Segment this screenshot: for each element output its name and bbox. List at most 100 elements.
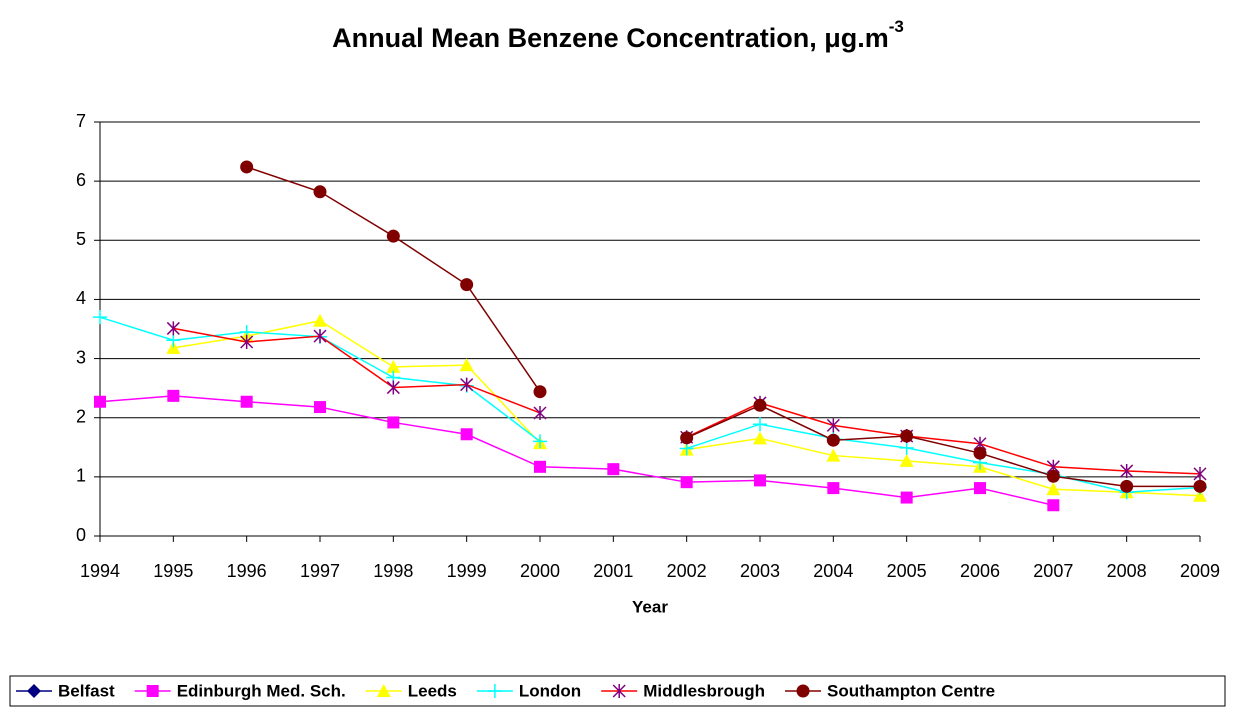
marker <box>533 405 547 420</box>
legend-label: Leeds <box>408 681 457 700</box>
y-tick-label: 0 <box>76 525 86 545</box>
x-tick-label: 2005 <box>887 561 927 581</box>
legend-item: Middlesbrough <box>601 681 765 700</box>
legend-item: Leeds <box>365 681 457 700</box>
legend-label: Edinburgh Med. Sch. <box>177 681 346 700</box>
marker <box>826 433 840 447</box>
marker <box>240 395 253 408</box>
marker <box>612 684 626 698</box>
marker <box>387 416 400 429</box>
marker <box>533 434 547 449</box>
marker <box>1047 499 1060 512</box>
marker <box>314 401 326 414</box>
marker <box>313 313 327 327</box>
marker <box>826 418 840 433</box>
marker <box>534 460 546 473</box>
y-tick-label: 3 <box>76 347 86 367</box>
x-tick-label: 1994 <box>80 561 120 581</box>
marker <box>974 482 986 495</box>
legend-item: London <box>476 681 581 700</box>
x-tick-label: 2007 <box>1033 561 1073 581</box>
marker <box>753 417 767 432</box>
series-line <box>246 166 1200 488</box>
marker <box>376 684 391 697</box>
marker <box>460 377 474 392</box>
marker <box>240 335 254 350</box>
series-line <box>173 327 1201 475</box>
marker <box>973 446 987 460</box>
marker <box>607 463 620 476</box>
y-tick-label: 6 <box>76 170 86 190</box>
marker <box>1193 479 1207 493</box>
chart-title-superscript: -3 <box>889 17 904 36</box>
marker <box>459 358 474 372</box>
x-tick-label: 2000 <box>520 561 560 581</box>
legend-item: Belfast <box>16 681 115 700</box>
marker <box>166 321 180 336</box>
legend-label: Middlesbrough <box>643 681 765 700</box>
marker <box>533 385 547 399</box>
legend-box <box>9 675 1226 707</box>
marker <box>754 474 766 487</box>
marker <box>313 185 327 199</box>
marker <box>94 395 106 408</box>
marker <box>166 333 181 348</box>
x-axis-label: Year <box>632 597 668 616</box>
marker <box>166 340 181 354</box>
x-tick-label: 1995 <box>153 561 193 581</box>
y-tick-label: 1 <box>76 466 86 486</box>
marker <box>753 431 767 445</box>
y-tick-label: 2 <box>76 406 86 426</box>
legend-label: Belfast <box>58 681 115 700</box>
chart-title-group: Annual Mean Benzene Concentration, μg.m-… <box>332 17 904 53</box>
x-tick-label: 1997 <box>300 561 340 581</box>
marker <box>1120 463 1134 478</box>
marker <box>1046 482 1061 496</box>
marker <box>1046 469 1060 483</box>
chart-title: Annual Mean Benzene Concentration, μg.m <box>332 23 889 53</box>
y-tick-label: 7 <box>76 111 86 131</box>
marker <box>487 684 502 698</box>
marker <box>1193 488 1207 502</box>
marker <box>27 684 41 698</box>
marker <box>167 389 180 402</box>
x-tick-label: 1996 <box>227 561 267 581</box>
y-tick-label: 4 <box>76 288 86 308</box>
legend-item: Edinburgh Med. Sch. <box>134 681 346 700</box>
marker <box>796 684 810 698</box>
legend-item: Southampton Centre <box>785 681 995 700</box>
marker <box>899 453 914 467</box>
x-tick-label: 1999 <box>447 561 487 581</box>
x-tick-label: 2004 <box>813 561 853 581</box>
marker <box>460 428 473 441</box>
marker <box>900 429 914 443</box>
x-tick-label: 2009 <box>1180 561 1220 581</box>
x-tick-label: 1998 <box>373 561 413 581</box>
marker <box>386 229 400 243</box>
x-tick-label: 2002 <box>667 561 707 581</box>
legend-label: Southampton Centre <box>827 681 995 700</box>
marker <box>93 310 107 325</box>
marker <box>753 398 767 412</box>
marker <box>827 482 840 495</box>
marker <box>900 491 913 504</box>
marker <box>240 160 254 174</box>
series-line <box>99 395 1054 506</box>
marker <box>680 476 693 489</box>
marker <box>386 380 400 395</box>
marker <box>1193 466 1207 481</box>
marker <box>1120 479 1134 493</box>
marker <box>680 431 694 445</box>
series-line <box>99 316 1201 493</box>
marker <box>313 329 327 344</box>
x-tick-label: 2001 <box>593 561 633 581</box>
series-line <box>173 319 1201 497</box>
legend-label: London <box>519 681 581 700</box>
marker <box>826 448 841 462</box>
y-tick-label: 5 <box>76 229 86 249</box>
marker <box>460 278 474 292</box>
marker <box>899 440 914 455</box>
x-tick-label: 2006 <box>960 561 1000 581</box>
marker <box>386 359 401 373</box>
